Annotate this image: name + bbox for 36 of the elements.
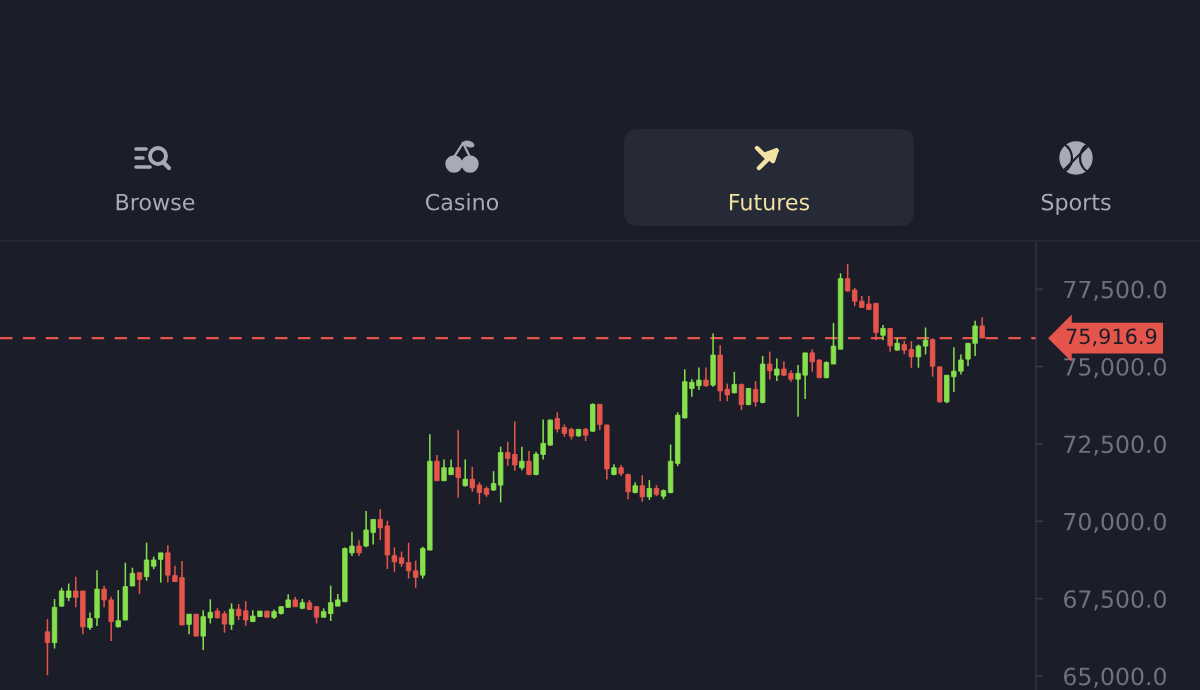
candlestick	[639, 474, 645, 503]
candlestick	[738, 382, 745, 411]
candlestick	[434, 454, 440, 482]
candlestick	[391, 546, 398, 573]
candlestick	[490, 470, 497, 492]
text: Casino	[425, 193, 499, 211]
candlestick	[136, 571, 143, 595]
text: Futures	[730, 193, 810, 211]
y-tick-label: 72,500.0	[1064, 435, 1166, 456]
candlestick	[221, 610, 228, 634]
candlestick	[625, 472, 631, 501]
candlestick	[774, 357, 780, 382]
candlestick	[186, 613, 192, 636]
candlestick	[129, 566, 136, 587]
candlestick	[228, 602, 235, 631]
y-tick-label: 75,000.0	[1064, 357, 1166, 379]
candlestick	[767, 350, 773, 381]
candlestick	[455, 429, 461, 499]
ref-line-label: 75,916.9	[1066, 328, 1157, 347]
candlestick	[703, 366, 709, 388]
candlestick	[646, 479, 653, 501]
text: Browse	[116, 193, 195, 211]
candlestick	[462, 458, 468, 488]
y-tick-label: 65,000.0	[1064, 667, 1166, 688]
candlestick	[752, 380, 759, 408]
candlestick	[519, 445, 525, 471]
candlestick	[44, 618, 51, 676]
y-tick-label: 67,500.0	[1064, 590, 1166, 611]
text: Sports	[1041, 193, 1111, 215]
candlestick	[830, 322, 837, 365]
candlestick	[143, 541, 150, 582]
y-tick-label: 77,500.0	[1064, 280, 1166, 301]
candlestick	[526, 450, 532, 476]
candlestick	[193, 613, 199, 637]
candlestick	[922, 326, 929, 356]
y-tick-label: 70,000.0	[1064, 512, 1166, 534]
